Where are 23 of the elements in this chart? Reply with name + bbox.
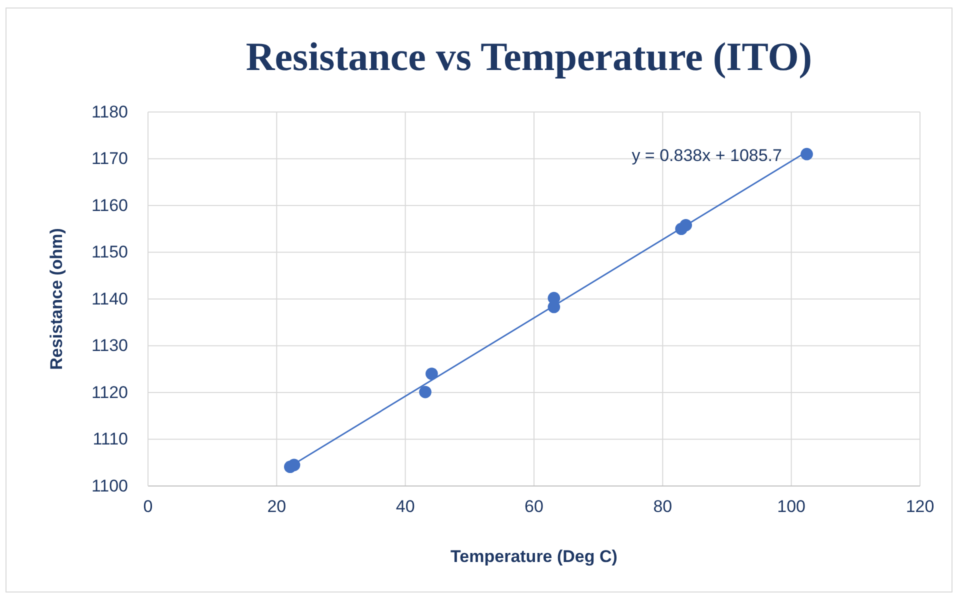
y-axis-title: Resistance (ohm) [47,228,66,370]
x-tick-label: 120 [906,497,934,516]
x-tick-label: 80 [653,497,672,516]
x-tick-label: 100 [777,497,806,516]
point [419,386,432,398]
point [426,368,438,380]
y-tick-label: 1150 [91,242,128,262]
x-tick-label: 40 [396,497,415,516]
x-tick-label: 0 [143,497,153,516]
x-tick-label: 60 [524,497,544,516]
chart-title: Resistance vs Temperature (ITO) [246,34,812,79]
annotation: y = 0.838x + 1085.7 [632,146,782,165]
y-tick-label: 1100 [91,476,128,496]
y-tick-label: 1160 [91,196,128,215]
y-tick-label: 1110 [92,430,128,449]
x-tick-label: 20 [267,497,286,516]
x-axis-title: Temperature (Deg C) [450,547,618,566]
y-tick-label: 1140 [91,289,128,308]
y-tick-label: 1180 [91,102,128,122]
y-tick-label: 1120 [91,382,128,402]
point [800,148,813,160]
y-tick-label: 1130 [91,336,128,356]
y-tick-label: 1170 [91,149,128,168]
